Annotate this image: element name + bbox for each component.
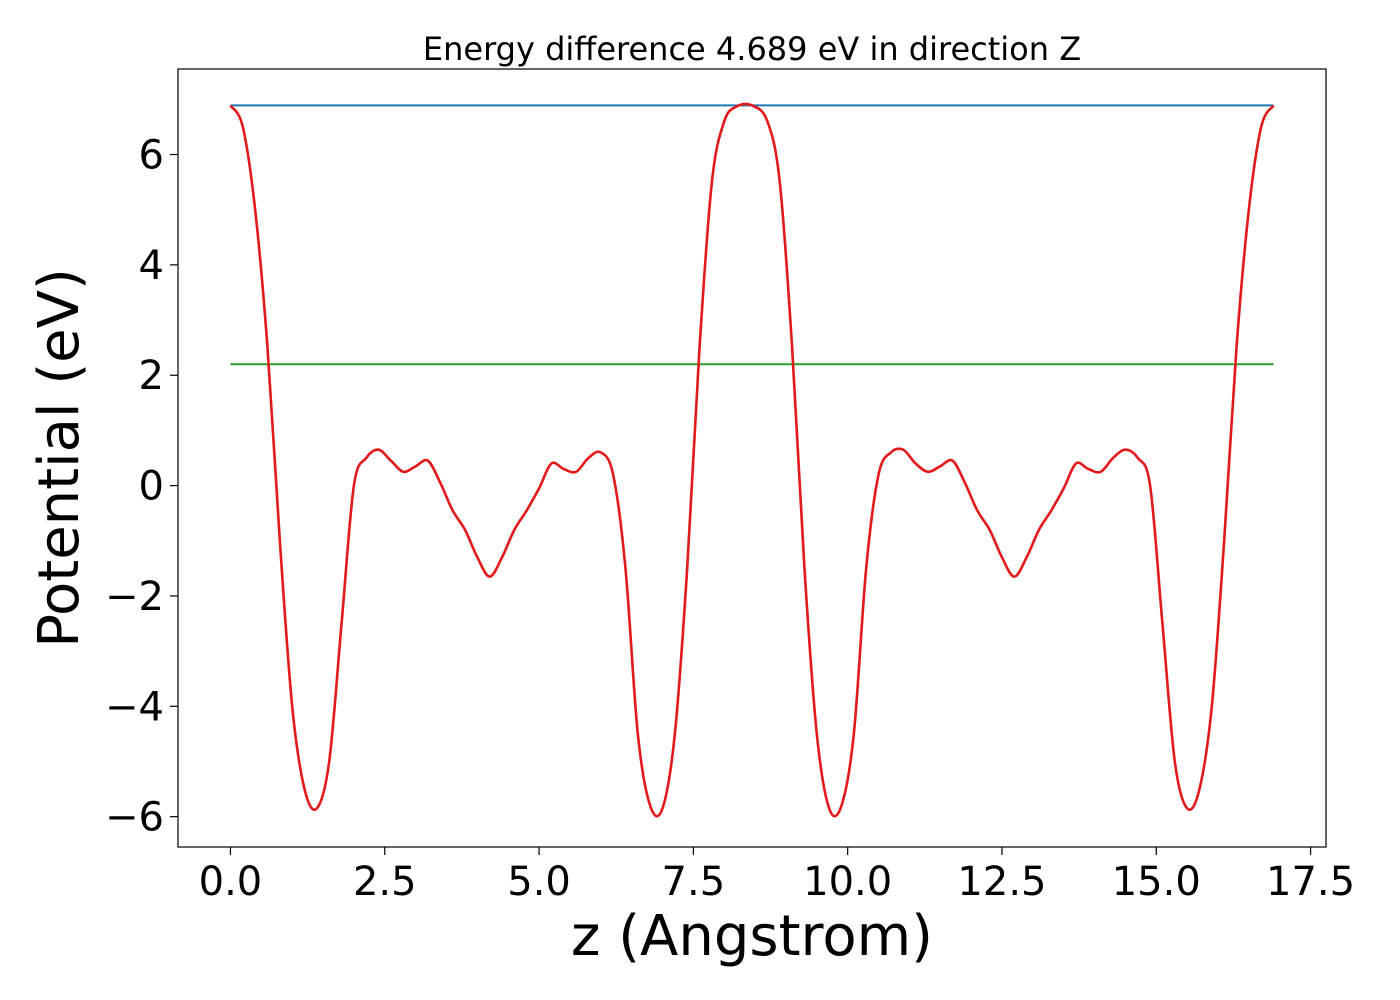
y-tick-label: 4: [139, 243, 164, 289]
y-tick-label: −4: [105, 684, 164, 730]
chart-title: Energy difference 4.689 eV in direction …: [423, 30, 1081, 68]
y-tick-label: 0: [139, 464, 164, 510]
plot-frame: [177, 68, 1327, 848]
y-tick-label: 6: [139, 133, 164, 179]
x-tick-label: 15.0: [1112, 859, 1201, 905]
x-tick-label: 12.5: [957, 859, 1046, 905]
series-layer: [229, 102, 1275, 818]
y-tick-label: −2: [105, 574, 164, 620]
y-axis: −6 −4 −2 0 2 4 6: [105, 133, 178, 841]
x-tick-label: 0.0: [199, 859, 263, 905]
x-tick-label: 17.5: [1266, 859, 1355, 905]
x-axis-label: z (Angstrom): [571, 904, 933, 969]
x-tick-label: 10.0: [803, 859, 892, 905]
x-tick-label: 7.5: [662, 859, 726, 905]
y-tick-label: −6: [105, 795, 164, 841]
series-line-potential: [229, 102, 1275, 818]
x-tick-label: 5.0: [507, 859, 571, 905]
x-axis: 0.0 2.5 5.0 7.5 10.0 12.5 15.0 17.5: [199, 847, 1355, 905]
y-tick-label: 2: [139, 353, 164, 399]
x-tick-label: 2.5: [353, 859, 417, 905]
y-axis-label: Potential (eV): [27, 268, 92, 648]
